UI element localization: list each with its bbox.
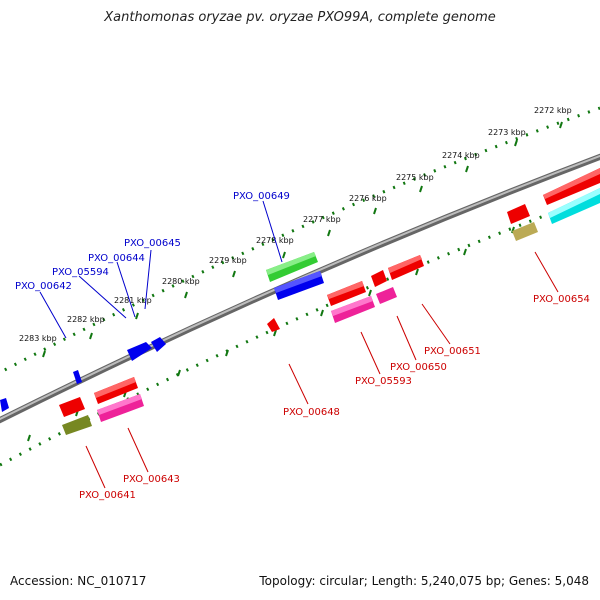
gene-PXO_00649-strip[interactable]: [274, 271, 324, 300]
gene-PXO_00644[interactable]: [127, 342, 152, 361]
forward-genes: [0, 252, 324, 412]
gene-PXO_00649[interactable]: [266, 252, 318, 282]
gene-PXO_00648[interactable]: [267, 318, 280, 332]
gene-label[interactable]: PXO_00645: [124, 238, 181, 249]
gene-label[interactable]: PXO_00651: [424, 346, 481, 357]
gene-PXO_00651[interactable]: [388, 255, 424, 280]
gene-label[interactable]: PXO_05593: [355, 376, 412, 387]
gene-PXO_00650[interactable]: [376, 287, 397, 304]
gene-label[interactable]: PXO_00644: [88, 253, 145, 264]
genome-info-text: Topology: circular; Length: 5,240,075 bp…: [259, 574, 589, 588]
scale-track-outer: [0, 106, 600, 375]
map-title: Xanthomonas oryzae pv. oryzae PXO99A, co…: [104, 10, 496, 25]
scale-major-ticks-outer: [42, 121, 563, 358]
gene-label[interactable]: PXO_00641: [79, 490, 136, 501]
scale-label: 2273 kbp: [488, 128, 526, 137]
gene-labels-reverse: PXO_00641 PXO_00643 PXO_00648 PXO_05593 …: [79, 294, 590, 501]
scale-label: 2281 kbp: [114, 296, 152, 305]
gene-labels-forward: PXO_00642 PXO_05594 PXO_00644 PXO_00645 …: [15, 191, 290, 292]
gene-PXO_05593[interactable]: [331, 296, 375, 323]
scale-labels: 2272 kbp 2273 kbp 2274 kbp 2275 kbp 2276…: [19, 106, 572, 343]
label-leaders-reverse: [85, 251, 559, 489]
gene-PXO_05594[interactable]: [73, 370, 82, 384]
scale-label: 2274 kbp: [442, 151, 480, 160]
gene-label[interactable]: PXO_00642: [15, 281, 72, 292]
label-leaders-forward: [39, 200, 283, 339]
gene-label[interactable]: PXO_00654: [533, 294, 590, 305]
scale-label: 2277 kbp: [303, 215, 341, 224]
gene-label[interactable]: PXO_00649: [233, 191, 290, 202]
gene-red-left-top[interactable]: [94, 377, 138, 404]
gene-label[interactable]: PXO_00650: [390, 362, 447, 373]
accession-text: Accession: NC_010717: [10, 574, 147, 588]
gene-top-right-cyan[interactable]: [548, 188, 600, 224]
scale-label: 2280 kbp: [162, 277, 200, 286]
scale-label: 2282 kbp: [67, 315, 105, 324]
gene-label[interactable]: PXO_00643: [123, 474, 180, 485]
gene-PXO_00645[interactable]: [151, 337, 166, 352]
gene-PXO_00654[interactable]: [512, 222, 538, 241]
gene-top-right-red[interactable]: [543, 168, 600, 205]
gene-PXO_00641[interactable]: [62, 415, 92, 435]
gene-PXO_00643[interactable]: [97, 394, 144, 422]
gene-small-red-mid[interactable]: [371, 270, 387, 287]
gene-small-red-right[interactable]: [507, 204, 530, 224]
reverse-genes: [59, 168, 600, 435]
scale-label: 2276 kbp: [349, 194, 387, 203]
gene-label[interactable]: PXO_05594: [52, 267, 109, 278]
scale-label: 2279 kbp: [209, 256, 247, 265]
gene-PXO_00642[interactable]: [0, 398, 9, 412]
gene-red-left-small[interactable]: [59, 397, 85, 417]
scale-label: 2272 kbp: [534, 106, 572, 115]
scale-label: 2275 kbp: [396, 173, 434, 182]
gene-label[interactable]: PXO_00648: [283, 407, 340, 418]
gene-red-mid-left[interactable]: [327, 281, 366, 306]
scale-label: 2283 kbp: [19, 334, 57, 343]
